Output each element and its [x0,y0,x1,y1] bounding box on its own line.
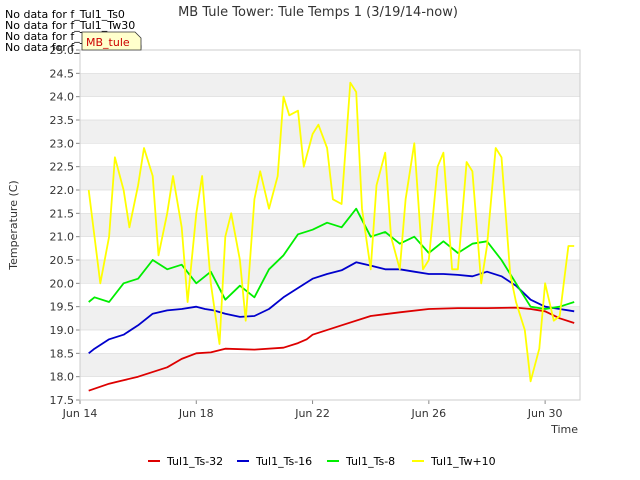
x-axis-label: Time [550,423,578,436]
chart-title: MB Tule Tower: Tule Temps 1 (3/19/14-now… [178,5,458,20]
y-tick-label: 19.0 [50,324,75,337]
y-tick-label: 24.0 [50,91,75,104]
legend-label: Tul1_Ts-32 [166,455,223,468]
x-tick-label: Jun 14 [62,407,98,420]
y-tick-label: 17.5 [50,394,75,407]
y-tick-label: 24.5 [50,67,75,80]
station-badge-shape [81,31,142,51]
legend: Tul1_Ts-32 Tul1_Ts-16 Tul1_Ts-8 Tul1_Tw+10 [148,455,496,468]
grid-band [80,73,580,97]
station-badge: MB_tule [81,31,142,51]
y-tick-label: 21.5 [50,207,75,220]
no-data-message: No data for f_Tul1_Tw100 [5,41,143,54]
legend-label: Tul1_Ts-8 [345,455,395,468]
x-tick-label: Jun 18 [178,407,214,420]
y-tick-label: 23.5 [50,114,75,127]
y-tick-label: 23.0 [50,137,75,150]
x-tick-label: Jun 22 [294,407,330,420]
y-tick-label: 18.5 [50,347,75,360]
plot-background [80,50,580,400]
grid-band [80,306,580,330]
y-tick-label: 18.0 [50,371,75,384]
y-tick-label: 22.5 [50,161,75,174]
grid-band [80,260,580,284]
series-line [88,207,575,310]
no-data-message: No data for f_Tul1_Tw50 [5,30,136,43]
legend-label: Tul1_Ts-16 [255,455,312,468]
legend-label: Tul1_Tw+10 [430,455,496,468]
x-tick-label: Jun 26 [410,407,446,420]
plot-frame [79,49,581,401]
no-data-message: No data for f_Tul1_Tw30 [5,19,136,32]
y-tick-label: 22.0 [50,184,75,197]
axes: 17.5 18.0 18.5 19.0 19.5 20.0 20.5 21.0 21.5 22.0… [50,44,581,420]
series-lines [87,81,575,392]
no-data-message: No data for f_Tul1_Ts0 [5,8,125,21]
x-tick-label: Jun 30 [527,407,563,420]
y-tick-label: 20.0 [50,277,75,290]
y-tick-label: 21.0 [50,231,75,244]
grid-band [80,120,580,144]
y-tick-label: 19.5 [50,301,75,314]
station-badge-label: MB_tule [86,36,130,49]
y-tick-label: 25.0 [50,44,75,57]
series-line [87,81,575,383]
y-axis-label: Temperature (C) [7,180,20,270]
grid-band [80,353,580,377]
y-tick-label: 20.5 [50,254,75,267]
series-line [88,261,575,355]
